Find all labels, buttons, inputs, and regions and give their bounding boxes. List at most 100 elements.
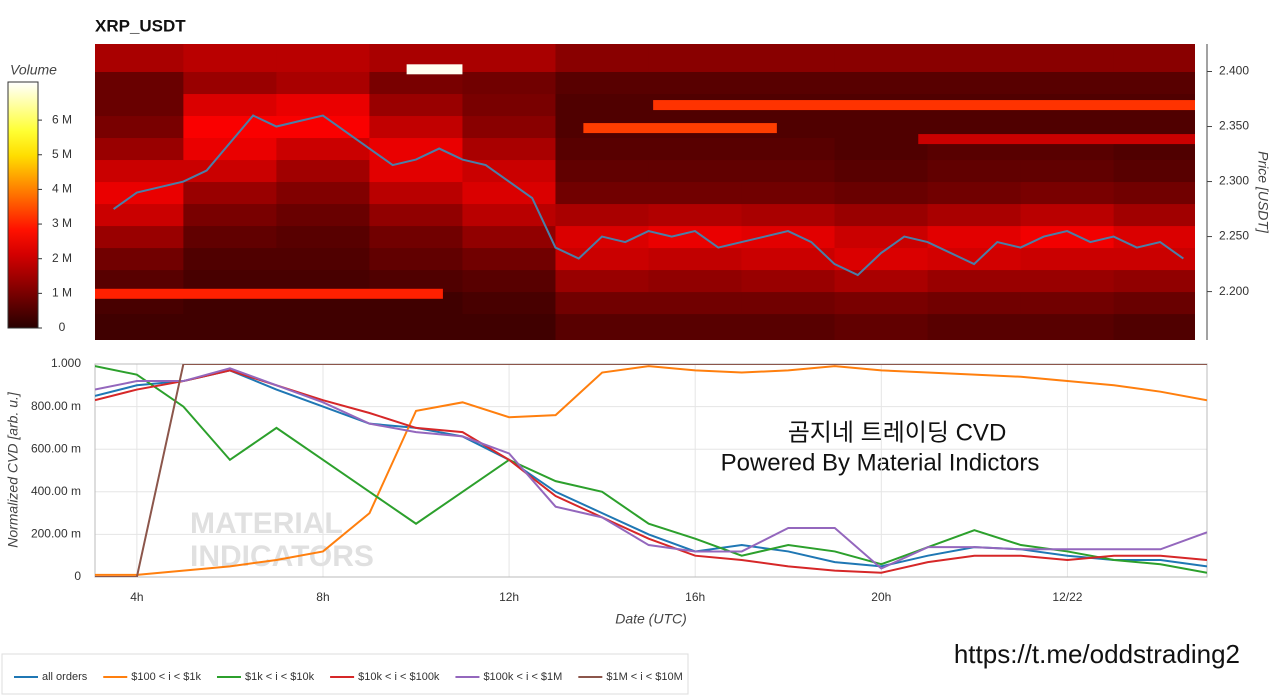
heat-cell	[927, 269, 1022, 293]
heat-cell	[555, 44, 649, 73]
heat-cell	[648, 71, 743, 95]
heat-cell	[555, 269, 649, 293]
series-line	[95, 367, 1207, 570]
heat-cell	[462, 313, 556, 340]
link[interactable]: https://t.me/oddstrading2	[954, 639, 1240, 669]
heat-cell	[1113, 225, 1195, 249]
heat-cell	[462, 247, 556, 271]
heat-cell	[834, 269, 929, 293]
heat-cell	[462, 137, 556, 161]
order-wall	[918, 134, 1195, 145]
heat-cell	[927, 159, 1022, 183]
y-axis-label: Price [USDT]	[1255, 151, 1271, 234]
order-wall	[583, 123, 777, 134]
heat-cell	[834, 115, 929, 139]
heat-cell	[95, 269, 184, 293]
order-wall	[653, 100, 1195, 111]
heat-cell	[183, 71, 277, 95]
heat-cell	[927, 247, 1022, 271]
heat-cell	[369, 137, 463, 161]
legend	[1, 653, 689, 695]
heat-cell	[1020, 159, 1115, 183]
heat-cell	[834, 44, 929, 73]
watermark: MATERIAL	[190, 507, 343, 540]
heat-cell	[95, 159, 184, 183]
y-axis-label: Normalized CVD [arb. u.]	[5, 391, 21, 548]
heat-cell	[741, 269, 836, 293]
order-wall	[95, 288, 443, 299]
heat-cell	[648, 225, 743, 249]
heat-cell	[369, 115, 463, 139]
y-tick-label: 2.250	[1219, 229, 1249, 243]
heat-cell	[462, 115, 556, 139]
heat-cell	[276, 44, 370, 73]
heat-cell	[276, 71, 370, 95]
heat-cell	[927, 115, 1022, 139]
heatmap-cells	[95, 44, 1195, 340]
chart-title: XRP_USDT	[95, 16, 186, 35]
heat-cell	[369, 203, 463, 227]
heat-cell	[555, 93, 649, 117]
heat-cell	[834, 203, 929, 227]
heat-cell	[834, 159, 929, 183]
heat-cell	[1113, 44, 1195, 73]
heat-cell	[1113, 181, 1195, 205]
heat-cell	[834, 247, 929, 271]
heat-cell	[555, 203, 649, 227]
heat-cell	[276, 203, 370, 227]
heat-cell	[834, 71, 929, 95]
heat-cell	[183, 93, 277, 117]
heat-cell	[927, 291, 1022, 315]
heat-cell	[183, 247, 277, 271]
heat-cell	[555, 71, 649, 95]
heat-cell	[276, 181, 370, 205]
y-tick-label: 600.00 m	[31, 441, 81, 455]
heat-cell	[741, 71, 836, 95]
heat-cell	[741, 44, 836, 73]
heat-cell	[1020, 247, 1115, 271]
heat-cell	[741, 181, 836, 205]
colorbar-tick-label: 2 M	[52, 251, 72, 265]
colorbar-tick-label: 1 M	[52, 286, 72, 300]
heat-cell	[369, 225, 463, 249]
heat-cell	[741, 137, 836, 161]
heat-cell	[95, 93, 184, 117]
heat-cell	[1020, 115, 1115, 139]
heat-cell	[183, 225, 277, 249]
heat-cell	[95, 225, 184, 249]
colorbar	[7, 81, 39, 329]
heat-cell	[462, 71, 556, 95]
heat-cell	[648, 181, 743, 205]
heat-cell	[183, 159, 277, 183]
heat-cell	[95, 247, 184, 271]
heat-cell	[276, 115, 370, 139]
heat-cell	[648, 44, 743, 73]
heat-cell	[462, 93, 556, 117]
heat-cell	[1113, 71, 1195, 95]
heat-cell	[462, 181, 556, 205]
heat-cell	[369, 181, 463, 205]
y-tick-label: 2.300	[1219, 174, 1249, 188]
heat-cell	[1020, 203, 1115, 227]
heat-cell	[1113, 313, 1195, 340]
heat-cell	[95, 313, 184, 340]
colorbar-tick-label: 4 M	[52, 182, 72, 196]
heat-cell	[927, 313, 1022, 340]
legend-label: $1k < i < $10k	[245, 671, 315, 683]
annotation: Powered By Material Indictors	[721, 449, 1040, 476]
heat-cell	[462, 291, 556, 315]
heat-cell	[369, 71, 463, 95]
heat-cell	[648, 159, 743, 183]
heat-cell	[555, 181, 649, 205]
heat-cell	[183, 44, 277, 73]
colorbar-tick-label: 5 M	[52, 147, 72, 161]
heat-cell	[648, 291, 743, 315]
heat-cell	[555, 291, 649, 315]
heat-cell	[369, 269, 463, 293]
x-tick-label: 8h	[316, 590, 329, 604]
heat-cell	[95, 137, 184, 161]
heat-cell	[183, 313, 277, 340]
heat-cell	[369, 159, 463, 183]
legend-label: $1M < i < $10M	[606, 671, 682, 683]
